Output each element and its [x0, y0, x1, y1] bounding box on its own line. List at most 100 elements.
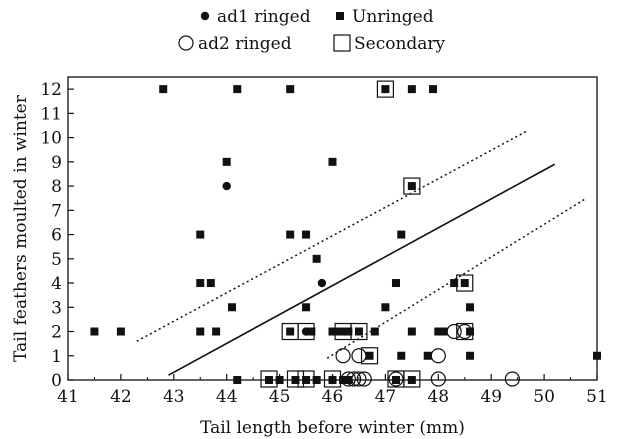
data-point	[196, 279, 205, 288]
legend-item: ad2 ringed	[178, 34, 292, 54]
regression-line	[168, 163, 556, 376]
x-tick-label: 48	[427, 387, 449, 407]
data-point	[222, 181, 231, 191]
legend-label: Secondary	[354, 34, 446, 54]
data-point	[407, 85, 416, 94]
data-point	[116, 327, 125, 336]
x-tick-label: 43	[163, 387, 185, 407]
confidence-line	[326, 197, 587, 359]
x-tick-label: 47	[375, 387, 397, 407]
data-point	[381, 303, 390, 312]
data-point	[407, 182, 416, 191]
data-point	[381, 85, 390, 94]
y-tick-label: 3	[51, 298, 62, 318]
legend-item: Unringed	[336, 7, 434, 27]
data-point	[370, 327, 379, 336]
data-point	[397, 230, 406, 239]
data-point	[301, 327, 311, 336]
x-tick-label: 51	[586, 387, 608, 407]
data-point	[328, 327, 337, 336]
data-point	[504, 371, 520, 387]
data-point	[227, 303, 236, 312]
data-point	[430, 348, 446, 364]
data-point	[439, 327, 448, 336]
data-point	[335, 348, 351, 364]
legend-item: ad1 ringed	[200, 7, 311, 27]
data-point	[233, 85, 242, 94]
x-tick-label: 45	[269, 387, 291, 407]
data-point	[333, 327, 342, 336]
data-point	[430, 371, 446, 387]
data-point	[286, 85, 295, 94]
data-point	[286, 327, 295, 336]
y-tick-label: 2	[51, 323, 62, 343]
data-point	[450, 279, 459, 288]
plot-area	[90, 80, 601, 388]
x-axis-label: Tail length before winter (mm)	[200, 418, 465, 438]
data-point	[206, 279, 215, 288]
data-point	[466, 327, 475, 336]
x-tick-label: 42	[110, 387, 132, 407]
legend-marker	[200, 11, 210, 21]
y-tick-label: 5	[51, 250, 62, 270]
data-point	[90, 327, 99, 336]
y-axis-label: Tail feathers moulted in winter	[11, 94, 31, 362]
data-point	[403, 370, 421, 388]
legend-label: Unringed	[352, 7, 434, 27]
x-tick-label: 46	[322, 387, 344, 407]
series-ad1-ringed	[222, 181, 337, 385]
data-point	[388, 371, 404, 387]
series-secondary	[260, 80, 474, 388]
data-point	[407, 327, 416, 336]
data-point	[196, 327, 205, 336]
data-point	[466, 303, 475, 312]
x-tick-label: 41	[57, 387, 79, 407]
x-tick-label: 44	[216, 387, 238, 407]
data-point	[356, 371, 372, 387]
y-tick-label: 10	[40, 129, 62, 149]
y-tick-label: 8	[51, 177, 62, 197]
data-point	[328, 157, 337, 166]
y-tick-label: 12	[40, 80, 62, 100]
x-tick-label: 50	[533, 387, 555, 407]
data-point	[354, 327, 363, 336]
data-point	[351, 348, 367, 364]
data-point	[344, 327, 353, 336]
y-tick-label: 1	[51, 347, 62, 367]
data-point	[460, 279, 469, 288]
data-point	[302, 303, 311, 312]
y-tick-label: 9	[51, 153, 62, 173]
data-point	[212, 327, 221, 336]
data-point	[317, 278, 327, 288]
legend-label: ad2 ringed	[198, 34, 292, 54]
series-unringed	[90, 85, 601, 384]
data-point	[307, 327, 316, 336]
confidence-line	[136, 129, 529, 342]
data-point	[397, 351, 406, 360]
data-point	[360, 347, 379, 365]
data-point	[312, 254, 321, 263]
data-point	[286, 230, 295, 239]
legend-marker	[333, 34, 351, 52]
data-point	[466, 351, 475, 360]
data-point	[391, 279, 400, 288]
data-point	[302, 230, 311, 239]
legend-marker	[178, 35, 194, 51]
y-tick-label: 6	[51, 226, 62, 246]
data-point	[222, 157, 231, 166]
data-point	[429, 85, 438, 94]
data-point	[339, 327, 348, 336]
legend-marker	[336, 12, 344, 20]
y-tick-label: 11	[40, 104, 62, 124]
y-tick-label: 7	[51, 201, 62, 221]
y-tick-label: 0	[51, 371, 62, 391]
legend: ad1 ringed Unringed ad2 ringed Secondary	[178, 7, 446, 54]
data-point	[159, 85, 168, 94]
data-point	[423, 351, 432, 360]
data-point	[403, 177, 421, 195]
x-tick-label: 49	[480, 387, 502, 407]
legend-item: Secondary	[333, 34, 446, 54]
data-point	[434, 327, 443, 336]
legend-label: ad1 ringed	[217, 7, 311, 27]
